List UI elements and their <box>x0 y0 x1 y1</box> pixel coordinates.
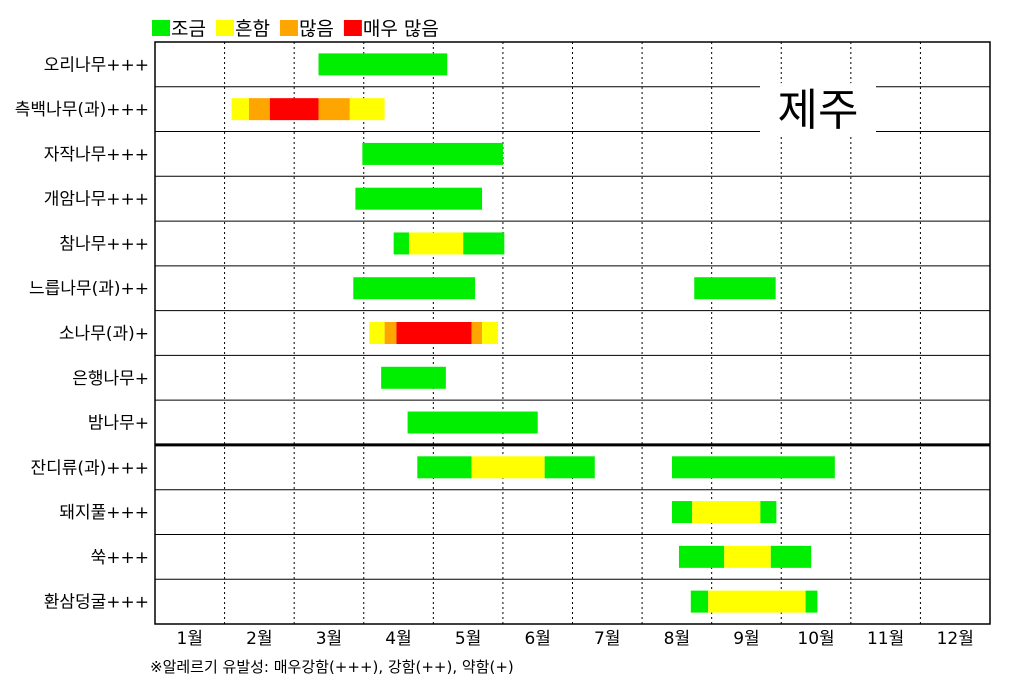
month-label: 8월 <box>664 629 690 649</box>
bar-segment <box>672 456 835 479</box>
bar-segment <box>408 232 464 255</box>
bar-segment <box>463 232 505 255</box>
region-label-group: 제주 <box>760 83 876 136</box>
legend-swatch <box>152 20 170 36</box>
bar-segment <box>690 590 709 613</box>
bar-segment <box>318 53 448 76</box>
month-label: 9월 <box>733 629 759 649</box>
legend-label: 매우 많음 <box>363 18 439 40</box>
bar-segment <box>417 456 472 479</box>
footnote: ※알레르기 유발성: 매우강함(+++), 강함(++), 약함(+) <box>150 658 514 676</box>
bar-segment <box>708 590 806 613</box>
row-label: 개암나무+++ <box>44 190 149 210</box>
bar-segment <box>384 322 397 344</box>
month-label: 3월 <box>316 629 342 649</box>
bar-segment <box>393 232 409 255</box>
row-label: 소나무(과)+ <box>59 324 149 344</box>
bar-segment <box>760 501 777 524</box>
month-label: 1월 <box>177 629 203 649</box>
legend-label: 흔함 <box>235 18 270 40</box>
plot-area: 제주 <box>154 41 991 625</box>
bar-segment <box>805 590 818 613</box>
bar-segment <box>248 98 270 121</box>
bar-segment <box>692 501 761 524</box>
region-label: 제주 <box>778 85 859 136</box>
row-label: 밤나무+ <box>88 414 149 434</box>
month-label: 5월 <box>455 629 481 649</box>
month-labels: 1월 2월 3월 4월 5월 6월 7월 8월 9월 10월 11월 12월 <box>177 629 974 649</box>
legend: 조금 흔함 많음 매우 많음 <box>152 18 439 40</box>
month-label: 11월 <box>867 629 904 649</box>
bar-segment <box>672 501 693 524</box>
row-label: 은행나무+ <box>72 369 149 389</box>
bar-segment <box>482 322 499 344</box>
bar-segment <box>544 456 595 479</box>
row-label: 오리나무+++ <box>44 55 149 75</box>
month-label: 7월 <box>594 629 620 649</box>
bar-segment <box>355 187 483 210</box>
bar-segment <box>369 322 385 344</box>
month-label: 10월 <box>797 629 834 649</box>
month-gridlines <box>224 42 921 624</box>
bar-segment <box>231 98 249 121</box>
row-label: 잔디류(과)+++ <box>30 458 149 478</box>
bar-segment <box>362 142 503 165</box>
bar-segment <box>318 98 350 121</box>
month-label: 4월 <box>385 629 411 649</box>
legend-label: 많음 <box>299 18 334 40</box>
bar-segment <box>349 98 385 121</box>
row-label: 측백나무(과)+++ <box>15 100 149 120</box>
month-label: 2월 <box>246 629 272 649</box>
row-label: 참나무+++ <box>59 234 149 254</box>
bar-segment <box>471 322 483 344</box>
bar-segment <box>471 456 545 479</box>
row-label: 자작나무+++ <box>44 145 149 165</box>
row-label: 돼지풀+++ <box>59 503 149 523</box>
bar-segment <box>353 277 476 300</box>
legend-swatch <box>279 20 298 36</box>
bars <box>231 53 835 613</box>
bar-segment <box>381 366 446 389</box>
bar-segment <box>770 545 812 568</box>
legend-swatch <box>343 20 362 36</box>
plot-border <box>154 41 991 625</box>
row-labels: 오리나무+++ 측백나무(과)+++ 자작나무+++ 개암나무+++ 참나무+++ 느릅나… <box>15 55 149 612</box>
row-label: 쑥+++ <box>91 548 149 568</box>
bar-segment <box>724 545 771 568</box>
bar-segment <box>694 277 776 300</box>
month-label: 6월 <box>524 629 550 649</box>
bar-segment <box>396 322 472 344</box>
bar-segment <box>678 545 725 568</box>
row-label: 느릅나무(과)++ <box>29 279 149 299</box>
month-label: 12월 <box>937 629 974 649</box>
region-label-background <box>760 83 876 136</box>
row-label: 환삼덩굴+++ <box>44 593 149 613</box>
legend-label: 조금 <box>171 18 206 40</box>
bar-segment <box>269 98 319 121</box>
bar-segment <box>407 411 538 434</box>
legend-swatch <box>215 20 234 36</box>
